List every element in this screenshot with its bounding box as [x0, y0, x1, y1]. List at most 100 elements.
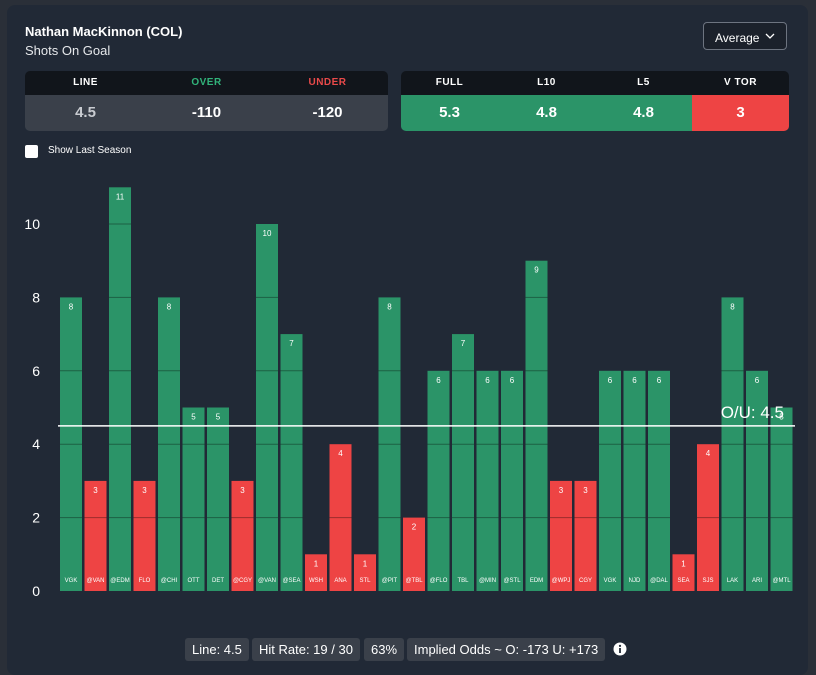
footer-hit-pct: 63%: [364, 638, 405, 661]
bar-value-label: 6: [632, 376, 637, 385]
footer-implied-odds: Implied Odds ~ O: -173 U: +173: [407, 638, 606, 661]
bar-value-label: 6: [436, 376, 441, 385]
y-tick-label: 0: [32, 583, 40, 599]
bar-value-label: 6: [608, 376, 613, 385]
odds-header-under: UNDER: [308, 77, 347, 88]
bar: [721, 297, 744, 591]
odds-over-value: -110: [191, 104, 222, 121]
bar: [770, 407, 793, 591]
bar: [60, 297, 82, 591]
bar-category-label: @DAL: [650, 578, 668, 584]
odds-header: LINE OVER UNDER: [25, 71, 388, 95]
bar-value-label: 4: [706, 449, 711, 458]
bar-value-label: 5: [191, 413, 196, 422]
stat-type: Shots On Goal: [25, 43, 111, 58]
bar-value-label: 6: [485, 376, 490, 385]
y-tick-label: 10: [24, 216, 40, 232]
bar-value-label: 5: [216, 413, 221, 422]
bar-category-label: WSH: [309, 578, 323, 584]
bar-value-label: 1: [681, 559, 686, 568]
bar-value-label: 9: [534, 266, 539, 275]
avg-l5-value: 4.8: [595, 95, 692, 131]
bar: [207, 407, 229, 591]
bar-category-label: @MTL: [772, 578, 791, 584]
bar-value-label: 3: [583, 486, 588, 495]
odds-header-over: OVER: [191, 77, 222, 88]
odds-table: LINE OVER UNDER 4.5 -110 -120: [25, 71, 388, 131]
footer-line: Line: 4.5: [185, 638, 249, 661]
averages-table: FULL L10 L5 V TOR 5.3 4.8 4.8 3: [401, 71, 789, 131]
bar-category-label: ANA: [334, 578, 346, 584]
avg-header-l10: L10: [537, 77, 556, 88]
bar: [109, 187, 131, 592]
average-dropdown[interactable]: Average: [703, 22, 787, 50]
bar: [672, 554, 695, 591]
bar-value-label: 6: [657, 376, 662, 385]
avg-header-vs: V TOR: [724, 77, 757, 88]
bar-value-label: 8: [730, 302, 735, 311]
bar: [476, 370, 499, 591]
bar: [354, 554, 376, 591]
bar-category-label: CGY: [579, 578, 592, 584]
avg-header-l5: L5: [637, 77, 650, 88]
bar-value-label: 2: [412, 523, 417, 532]
y-tick-label: 8: [32, 289, 40, 305]
bar: [501, 370, 523, 591]
bar-category-label: STL: [359, 578, 371, 584]
bar-category-label: @PIT: [382, 578, 398, 584]
bar: [84, 480, 107, 591]
bar-value-label: 11: [116, 192, 125, 201]
bar: [256, 224, 278, 591]
bar-value-label: 4: [338, 449, 343, 458]
bar-category-label: @MIN: [479, 578, 496, 584]
bar: [305, 554, 327, 591]
bar: [280, 334, 303, 591]
bar-category-label: TBL: [457, 578, 469, 584]
bar: [574, 480, 597, 591]
averages-header: FULL L10 L5 V TOR: [401, 71, 789, 95]
bar-category-label: FLO: [139, 578, 151, 584]
footer-hit-rate: Hit Rate: 19 / 30: [252, 638, 360, 661]
info-icon[interactable]: [613, 642, 627, 656]
bar-category-label: @EDM: [110, 578, 129, 584]
bar-category-label: VGK: [604, 578, 617, 584]
bar-category-label: LAK: [727, 578, 738, 584]
bar-value-label: 10: [263, 229, 272, 238]
show-last-season-label: Show Last Season: [48, 145, 132, 156]
bar-category-label: @VAN: [258, 578, 276, 584]
bar-category-label: NJD: [629, 578, 641, 584]
bar: [329, 444, 352, 591]
odds-line-value: 4.5: [75, 104, 96, 121]
player-name: Nathan MacKinnon (COL): [25, 24, 183, 39]
averages-row: 5.3 4.8 4.8 3: [401, 95, 789, 131]
bar: [403, 517, 425, 591]
ou-line-label: O/U: 4.5: [721, 403, 784, 422]
avg-header-full: FULL: [435, 77, 464, 88]
bar-value-label: 1: [314, 559, 319, 568]
bar-value-label: 3: [142, 486, 147, 495]
bar-category-label: @TBL: [405, 578, 423, 584]
bar-value-label: 3: [240, 486, 245, 495]
bar-category-label: SJS: [702, 578, 713, 584]
bar-value-label: 1: [363, 559, 368, 568]
bar-value-label: 3: [559, 486, 564, 495]
chevron-down-icon: [765, 33, 775, 39]
y-tick-label: 2: [32, 510, 40, 526]
bar-value-label: 8: [69, 302, 74, 311]
odds-row: 4.5 -110 -120: [25, 95, 388, 131]
avg-vs-value: 3: [692, 95, 789, 131]
avg-full-value: 5.3: [401, 95, 498, 131]
bar-category-label: @CHI: [161, 578, 178, 584]
bar-category-label: @CGY: [233, 578, 252, 584]
show-last-season-checkbox[interactable]: [25, 145, 38, 158]
bar-category-label: VGK: [65, 578, 78, 584]
dropdown-value: Average: [715, 31, 760, 45]
y-tick-label: 4: [32, 436, 40, 452]
bar: [133, 480, 156, 591]
bar-category-label: SEA: [677, 578, 689, 584]
bar-category-label: EDM: [530, 578, 543, 584]
bar-category-label: @STL: [503, 578, 521, 584]
odds-under-value: -120: [312, 104, 343, 121]
bar: [182, 407, 205, 591]
